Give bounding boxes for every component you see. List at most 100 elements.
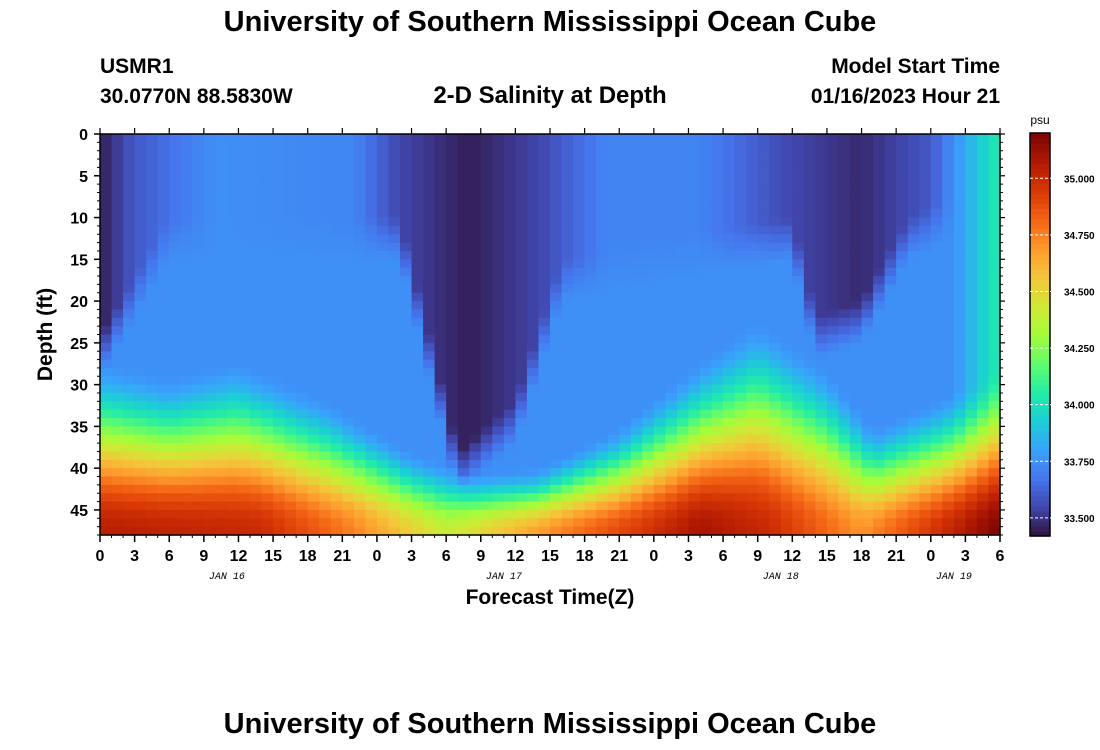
heatmap-cell xyxy=(226,518,240,528)
heatmap-cell xyxy=(573,209,586,219)
heatmap-cell xyxy=(792,342,805,352)
heatmap-cell xyxy=(342,267,355,277)
x-tick-label: 3 xyxy=(407,548,416,565)
heatmap-cell xyxy=(111,301,124,311)
heatmap-cell xyxy=(400,451,413,461)
heatmap-cell xyxy=(515,234,528,244)
heatmap-cell xyxy=(342,351,355,361)
heatmap-cell xyxy=(296,384,309,394)
heatmap-cell xyxy=(700,351,713,361)
heatmap-cell xyxy=(734,309,747,319)
heatmap-cell xyxy=(780,317,793,327)
heatmap-cell xyxy=(307,509,320,519)
y-tick-label: 45 xyxy=(70,503,88,520)
heatmap-cell xyxy=(538,159,551,169)
heatmap-cell xyxy=(976,259,990,269)
heatmap-cell xyxy=(261,142,274,152)
heatmap-cell xyxy=(780,459,793,469)
heatmap-cell xyxy=(134,367,147,377)
heatmap-cell xyxy=(434,259,447,269)
heatmap-cell xyxy=(850,326,863,336)
heatmap-cell xyxy=(596,284,609,294)
heatmap-cell xyxy=(365,334,378,344)
heatmap-cell xyxy=(815,351,828,361)
heatmap-cell xyxy=(619,443,632,453)
heatmap-cell xyxy=(665,209,678,219)
heatmap-cell xyxy=(238,317,251,327)
heatmap-cell xyxy=(215,342,228,352)
heatmap-cell xyxy=(838,259,851,269)
heatmap-cell xyxy=(700,493,713,503)
heatmap-cell xyxy=(123,342,136,352)
x-tick-label: 9 xyxy=(753,548,762,565)
heatmap-cell xyxy=(503,418,516,427)
heatmap-cell xyxy=(711,184,724,194)
heatmap-cell xyxy=(100,326,113,336)
heatmap-cell xyxy=(261,292,274,302)
heatmap-cell xyxy=(446,225,459,235)
heatmap-cell xyxy=(238,484,251,494)
heatmap-cell xyxy=(157,384,170,394)
heatmap-cell xyxy=(480,192,493,202)
heatmap-cell xyxy=(584,159,597,169)
heatmap-cell xyxy=(838,384,851,394)
heatmap-cell xyxy=(584,292,597,302)
heatmap-cell xyxy=(930,134,943,143)
heatmap-cell xyxy=(619,250,632,260)
heatmap-cell xyxy=(169,459,182,469)
heatmap-cell xyxy=(446,484,459,494)
heatmap-cell xyxy=(250,443,263,453)
heatmap-cell xyxy=(146,142,159,152)
heatmap-cell xyxy=(400,376,413,386)
heatmap-cell xyxy=(653,359,666,369)
heatmap-cell xyxy=(457,342,470,352)
heatmap-cell xyxy=(861,209,874,219)
heatmap-cell xyxy=(307,192,320,202)
heatmap-cell xyxy=(942,418,955,427)
heatmap-cell xyxy=(607,426,620,436)
heatmap-cell xyxy=(573,459,586,469)
heatmap-cell xyxy=(688,184,701,194)
heatmap-cell xyxy=(746,250,759,260)
heatmap-cell xyxy=(561,367,574,377)
heatmap-cell xyxy=(988,443,1001,453)
heatmap-cell xyxy=(284,468,297,478)
heatmap-cell xyxy=(976,134,990,143)
heatmap-cell xyxy=(803,301,816,311)
heatmap-cell xyxy=(215,301,228,311)
heatmap-cell xyxy=(480,367,493,377)
colorbar-swatch xyxy=(1030,203,1050,210)
heatmap-cell xyxy=(434,493,447,503)
heatmap-cell xyxy=(792,426,805,436)
heatmap-cell xyxy=(169,526,182,536)
heatmap-cell xyxy=(100,309,113,319)
heatmap-cell xyxy=(792,200,805,210)
heatmap-cell xyxy=(884,526,897,536)
heatmap-cell xyxy=(942,334,955,344)
heatmap-cell xyxy=(134,468,147,478)
heatmap-cell xyxy=(607,501,620,511)
heatmap-cell xyxy=(123,309,136,319)
heatmap-cell xyxy=(215,217,228,227)
heatmap-cell xyxy=(769,267,782,277)
heatmap-cell xyxy=(584,259,597,269)
heatmap-cell xyxy=(353,409,366,419)
heatmap-cell xyxy=(723,334,736,344)
heatmap-cell xyxy=(503,184,516,194)
heatmap-cell xyxy=(400,317,413,327)
heatmap-cell xyxy=(192,250,205,260)
heatmap-cell xyxy=(503,459,516,469)
heatmap-cell xyxy=(861,192,874,202)
heatmap-cell xyxy=(676,367,690,377)
heatmap-cell xyxy=(861,301,874,311)
heatmap-cell xyxy=(342,292,355,302)
heatmap-cell xyxy=(388,192,401,202)
heatmap-cell xyxy=(446,167,459,177)
heatmap-cell xyxy=(665,276,678,285)
heatmap-cell xyxy=(780,401,793,411)
heatmap-cell xyxy=(723,392,736,402)
heatmap-cell xyxy=(261,209,274,219)
heatmap-cell xyxy=(653,526,666,536)
heatmap-cell xyxy=(388,276,401,285)
